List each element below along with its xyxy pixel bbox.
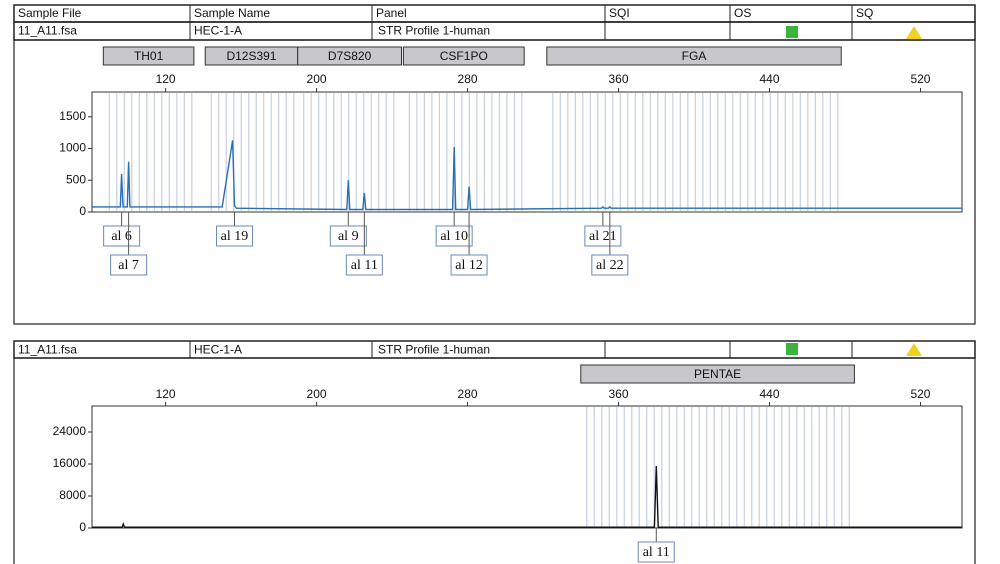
locus-bar — [297, 46, 403, 66]
sq-status — [906, 343, 922, 356]
y-tick-label: 24000 — [53, 424, 87, 438]
allele-box — [345, 254, 383, 276]
allele-box — [110, 254, 148, 276]
sample-name: HEC-1-A — [194, 343, 242, 357]
allele-label: al 6 — [111, 229, 132, 244]
allele-box — [215, 225, 253, 247]
locus-label: CSF1PO — [440, 49, 488, 63]
column-header: Panel — [376, 6, 407, 20]
column-header: Sample Name — [194, 6, 270, 20]
allele-label: al 7 — [118, 258, 139, 273]
locus-label: FGA — [682, 49, 707, 63]
column-header: SQ — [856, 6, 873, 20]
y-tick-label: 500 — [66, 172, 86, 186]
allele-label: al 21 — [589, 229, 617, 244]
allele-box — [450, 254, 488, 276]
allele-box — [637, 541, 675, 563]
allele-box — [584, 225, 622, 247]
x-tick-label: 200 — [307, 387, 327, 401]
column-header: SQI — [609, 6, 630, 20]
sample-name: HEC-1-A — [194, 24, 242, 38]
locus-bar — [402, 46, 525, 66]
x-tick-label: 520 — [910, 387, 930, 401]
os-status — [786, 343, 798, 355]
allele-box — [103, 225, 141, 247]
allele-label: al 11 — [643, 545, 670, 560]
x-tick-label: 120 — [156, 387, 176, 401]
locus-label: D12S391 — [226, 49, 276, 63]
locus-label: PENTAE — [694, 367, 741, 381]
panel-name: STR Profile 1-human — [378, 343, 490, 357]
y-tick-label: 0 — [79, 204, 86, 218]
x-tick-label: 440 — [759, 72, 779, 86]
trace — [92, 140, 962, 211]
row-border — [13, 340, 976, 359]
plot-area — [91, 405, 963, 529]
y-tick-label: 16000 — [53, 456, 87, 470]
os-status — [786, 26, 798, 38]
locus-bar — [102, 46, 195, 66]
x-tick-label: 120 — [156, 72, 176, 86]
allele-box — [329, 225, 367, 247]
header-border — [13, 4, 976, 23]
locus-bar — [546, 46, 842, 66]
x-tick-label: 440 — [759, 387, 779, 401]
sample-file: 11_A11.fsa — [18, 343, 77, 357]
allele-label: al 10 — [440, 229, 468, 244]
locus-bar — [580, 364, 855, 384]
allele-label: al 11 — [351, 258, 378, 273]
plot-area — [91, 91, 963, 213]
x-tick-label: 280 — [458, 387, 478, 401]
column-header: Sample File — [18, 6, 82, 20]
trace — [92, 465, 962, 528]
locus-label: D7S820 — [328, 49, 372, 63]
allele-label: al 19 — [221, 229, 249, 244]
allele-box — [435, 225, 473, 247]
y-tick-label: 0 — [79, 520, 86, 534]
x-tick-label: 280 — [458, 72, 478, 86]
allele-label: al 22 — [596, 258, 624, 273]
allele-label: al 9 — [338, 229, 359, 244]
y-tick-label: 8000 — [59, 488, 86, 502]
locus-label: TH01 — [134, 49, 164, 63]
allele-box — [591, 254, 629, 276]
x-tick-label: 360 — [609, 72, 629, 86]
column-header: OS — [734, 6, 751, 20]
panel-frame — [13, 357, 976, 564]
allele-label: al 12 — [455, 258, 483, 273]
x-tick-label: 360 — [609, 387, 629, 401]
x-tick-label: 520 — [910, 72, 930, 86]
y-tick-label: 1000 — [59, 141, 86, 155]
sample-file: 11_A11.fsa — [18, 24, 77, 38]
panel-name: STR Profile 1-human — [378, 24, 490, 38]
sq-status — [906, 26, 922, 39]
panel-frame — [13, 39, 976, 325]
y-tick-label: 1500 — [59, 109, 86, 123]
row-border — [13, 21, 976, 41]
x-tick-label: 200 — [307, 72, 327, 86]
